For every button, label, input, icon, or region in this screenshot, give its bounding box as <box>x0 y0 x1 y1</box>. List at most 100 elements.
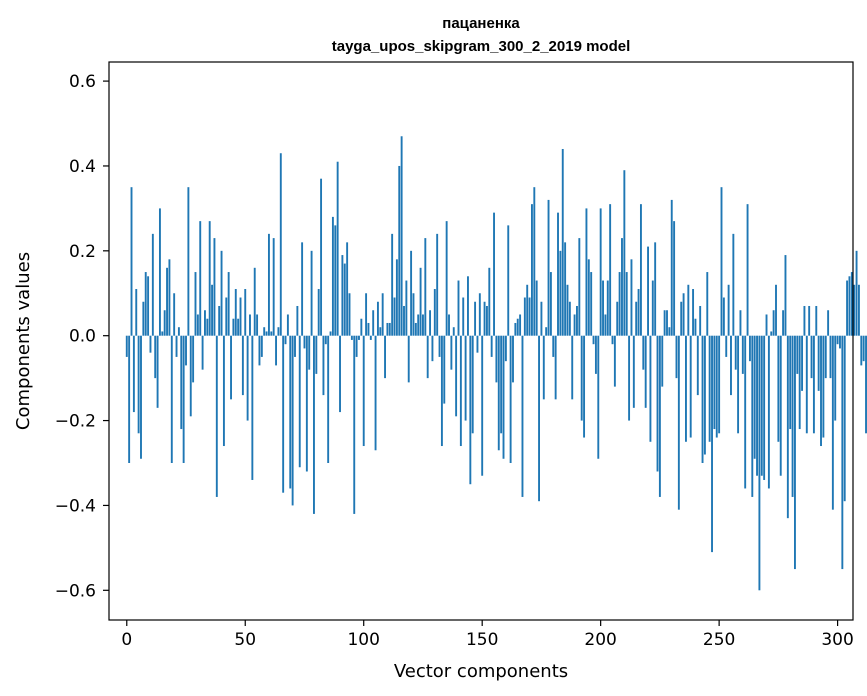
bar <box>270 331 273 336</box>
bar <box>535 280 538 336</box>
x-axis-label: Vector components <box>394 661 568 682</box>
bar <box>554 335 557 400</box>
bar <box>613 335 616 387</box>
bar <box>251 335 254 480</box>
bar <box>718 335 721 434</box>
bar <box>602 280 604 336</box>
bar <box>279 153 282 336</box>
x-axis-ticks: 0 50 100 150 200 250 300 <box>121 620 854 650</box>
bar <box>748 335 751 362</box>
bar <box>192 335 195 383</box>
bar <box>568 301 571 336</box>
bar <box>791 335 794 497</box>
bar <box>230 335 232 400</box>
bar <box>706 272 709 336</box>
bar <box>310 250 313 336</box>
bar <box>448 314 450 336</box>
bar <box>865 335 867 434</box>
bar <box>836 335 839 345</box>
bar <box>362 335 365 447</box>
bar <box>853 284 856 336</box>
bar <box>734 335 737 370</box>
bar <box>654 242 657 336</box>
bar <box>504 335 507 362</box>
bar <box>132 335 135 413</box>
bar <box>559 250 562 336</box>
bar <box>512 335 514 383</box>
bar <box>360 318 363 336</box>
bar <box>189 335 192 417</box>
bar <box>320 178 323 336</box>
bar <box>692 289 695 336</box>
bar <box>303 335 306 349</box>
bar <box>713 335 716 430</box>
bar <box>298 335 301 468</box>
bar <box>241 335 244 396</box>
bar <box>130 187 133 336</box>
bar <box>208 221 211 336</box>
bar <box>772 310 775 336</box>
bar <box>502 335 505 459</box>
bar <box>767 335 770 489</box>
bar <box>324 335 327 345</box>
bar <box>625 272 628 336</box>
bar <box>628 335 631 421</box>
bar <box>369 335 372 340</box>
bar <box>701 335 704 463</box>
bar <box>606 280 609 336</box>
bar <box>322 335 325 396</box>
bar <box>365 293 368 336</box>
bar <box>422 314 424 336</box>
bar <box>355 335 358 357</box>
bar <box>301 242 304 336</box>
bar <box>765 314 768 336</box>
bar <box>566 284 569 336</box>
bar <box>497 335 500 451</box>
bar <box>286 314 289 336</box>
x-tick-label: 250 <box>703 630 735 650</box>
y-tick-label: −0.6 <box>55 581 96 601</box>
bar <box>846 280 849 336</box>
bar <box>407 335 410 383</box>
y-axis-ticks: −0.6 −0.4 −0.2 0.0 0.2 0.4 0.6 <box>55 72 109 601</box>
bar <box>135 289 138 336</box>
bar <box>234 289 237 336</box>
bar <box>253 267 256 336</box>
bar <box>557 212 559 336</box>
bar <box>696 335 699 396</box>
bar <box>391 233 394 336</box>
bar <box>384 335 386 379</box>
bar <box>839 335 841 349</box>
bar <box>604 314 607 336</box>
bar <box>801 335 804 391</box>
bar <box>331 216 334 336</box>
bar <box>173 293 176 336</box>
bar <box>658 335 661 497</box>
bar <box>329 331 332 336</box>
bar <box>523 297 526 336</box>
y-tick-label: −0.2 <box>55 412 96 432</box>
bar <box>137 335 140 434</box>
bar <box>561 148 564 336</box>
bar <box>862 335 865 362</box>
bar <box>528 297 531 336</box>
bar <box>452 327 455 336</box>
bar <box>725 335 728 357</box>
bar <box>154 335 157 379</box>
bar <box>211 284 214 336</box>
bar <box>464 335 467 421</box>
bar <box>462 297 465 336</box>
bar <box>488 267 491 336</box>
bar <box>317 289 320 336</box>
bar <box>388 322 391 336</box>
bar <box>267 233 270 336</box>
bar <box>350 335 353 340</box>
bar <box>376 301 379 336</box>
y-tick-label: 0.2 <box>69 242 96 262</box>
bar <box>284 335 287 345</box>
bar <box>739 310 742 336</box>
bar <box>815 305 818 336</box>
bar <box>313 335 315 514</box>
bar <box>239 297 242 336</box>
bar <box>500 335 503 434</box>
